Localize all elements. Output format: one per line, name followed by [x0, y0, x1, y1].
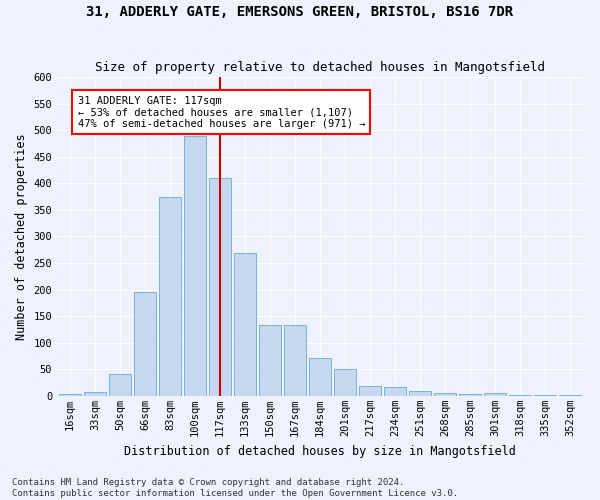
Bar [284, 325, 306, 396]
Bar [84, 392, 106, 396]
Bar [359, 386, 381, 396]
Bar [234, 254, 256, 396]
Bar [309, 358, 331, 396]
Bar [434, 393, 456, 396]
Bar [134, 292, 157, 396]
Text: 31, ADDERLY GATE, EMERSONS GREEN, BRISTOL, BS16 7DR: 31, ADDERLY GATE, EMERSONS GREEN, BRISTO… [86, 5, 514, 19]
Bar [334, 370, 356, 396]
Text: Contains HM Land Registry data © Crown copyright and database right 2024.
Contai: Contains HM Land Registry data © Crown c… [12, 478, 458, 498]
Bar [384, 388, 406, 396]
Bar [109, 374, 131, 396]
Bar [209, 178, 232, 396]
Bar [459, 394, 481, 396]
Bar [184, 136, 206, 396]
Bar [484, 393, 506, 396]
X-axis label: Distribution of detached houses by size in Mangotsfield: Distribution of detached houses by size … [124, 444, 516, 458]
Bar [259, 325, 281, 396]
Bar [409, 391, 431, 396]
Bar [159, 196, 181, 396]
Bar [509, 395, 531, 396]
Bar [59, 394, 82, 396]
Y-axis label: Number of detached properties: Number of detached properties [15, 133, 28, 340]
Title: Size of property relative to detached houses in Mangotsfield: Size of property relative to detached ho… [95, 62, 545, 74]
Text: 31 ADDERLY GATE: 117sqm
← 53% of detached houses are smaller (1,107)
47% of semi: 31 ADDERLY GATE: 117sqm ← 53% of detache… [77, 96, 365, 129]
